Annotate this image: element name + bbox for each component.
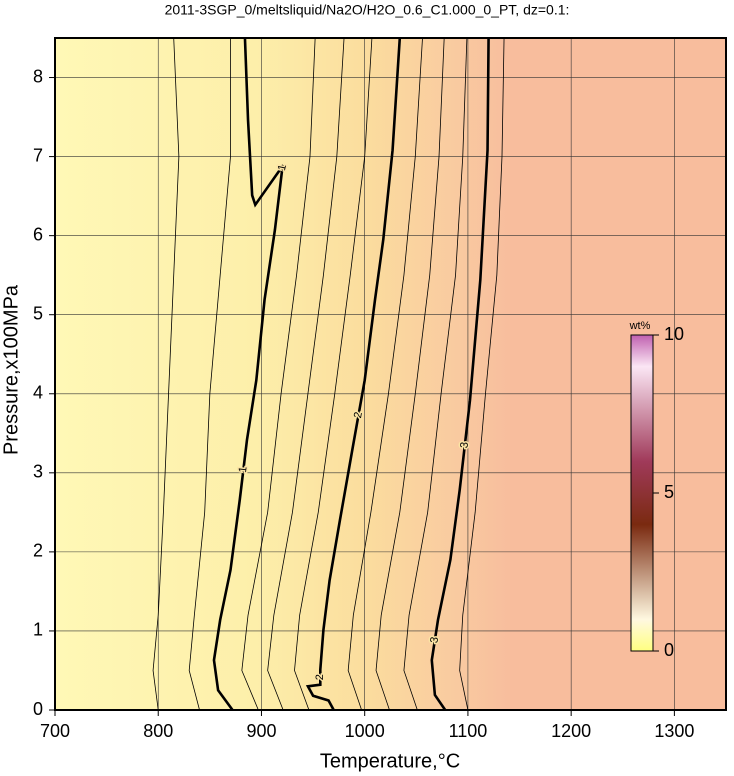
colorbar-tick-label: 0 [664,640,674,660]
contour-label: 1 [276,163,289,172]
y-axis-label: Pressure,x100MPa [0,284,22,455]
x-tick-label: 900 [246,721,276,741]
contour [347,37,423,711]
major-contour [430,37,490,711]
y-tick-label: 4 [33,383,43,403]
x-tick-label: 700 [40,721,70,741]
x-tick-label: 1100 [449,721,488,741]
colorbar-tick-label: 5 [664,482,674,502]
contour [267,37,345,711]
colorbar-tick-label: 10 [664,324,684,344]
contour-label: 2 [314,674,326,680]
contour [241,37,316,711]
contour [375,37,445,711]
x-tick-label: 1200 [551,721,591,741]
x-axis-label: Temperature,°C [320,750,460,772]
contour [459,37,505,711]
x-tick-label: 1300 [654,721,694,741]
x-tick-label: 800 [143,721,173,741]
y-tick-label: 8 [33,66,43,86]
contour [403,37,468,711]
y-tick-label: 7 [33,145,43,165]
major-contour [212,37,285,711]
contour [188,38,231,711]
contour [294,37,373,711]
colorbar [630,334,654,652]
x-tick-label: 1000 [345,721,385,741]
y-tick-label: 0 [33,699,43,719]
y-tick-label: 3 [33,462,43,482]
y-tick-label: 6 [33,224,43,244]
contour-label: 1 [237,466,250,474]
contour [152,37,180,711]
y-tick-label: 1 [33,620,43,640]
y-tick-label: 2 [33,541,43,561]
plot-frame [54,37,727,711]
major-contour [305,37,402,711]
contour-label: 2 [352,411,365,419]
heatmap [55,38,726,710]
colorbar-label: wt% [629,320,651,332]
y-tick-label: 5 [33,303,43,323]
chart-title: 2011-3SGP_0/meltsliquid/Na2O/H2O_0.6_C1.… [165,2,570,18]
contour-label: 3 [458,441,471,448]
contour-label: 3 [428,636,441,644]
